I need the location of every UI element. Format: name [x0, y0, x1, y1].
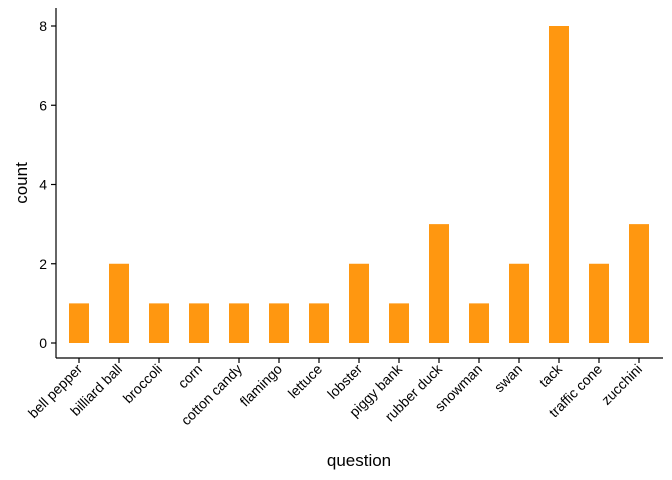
x-tick-label: tack — [536, 360, 566, 390]
bar-traffic-cone — [589, 263, 609, 343]
bar-cotton-candy — [229, 303, 249, 343]
y-tick-label: 2 — [39, 256, 47, 272]
x-tick-label: corn — [175, 361, 206, 392]
bar-lettuce — [309, 303, 329, 343]
bar-broccoli — [149, 303, 169, 343]
x-tick-label: lettuce — [285, 361, 326, 402]
y-axis-title: count — [12, 162, 31, 204]
bar-tack — [549, 26, 569, 343]
y-tick-label: 0 — [39, 335, 47, 351]
bar-swan — [509, 263, 529, 343]
x-tick-label: broccoli — [120, 361, 165, 406]
y-ticks-group: 0 2 4 6 8 — [39, 18, 56, 351]
bar-bell-pepper — [69, 303, 89, 343]
y-tick-label: 8 — [39, 18, 47, 34]
bar-zucchini — [629, 224, 649, 343]
x-tick-label: swan — [491, 361, 525, 395]
bar-corn — [189, 303, 209, 343]
y-tick-label: 6 — [39, 97, 47, 113]
bar-billiard-ball — [109, 263, 129, 343]
bar-snowman — [469, 303, 489, 343]
bar-flamingo — [269, 303, 289, 343]
y-tick-label: 4 — [39, 177, 47, 193]
bar-rubber-duck — [429, 224, 449, 343]
x-tick-label: zucchini — [598, 361, 645, 408]
x-axis-title: question — [327, 451, 391, 470]
x-tick-label: flamingo — [236, 361, 285, 410]
bar-piggy-bank — [389, 303, 409, 343]
bar-lobster — [349, 263, 369, 343]
bars-group — [69, 26, 649, 343]
